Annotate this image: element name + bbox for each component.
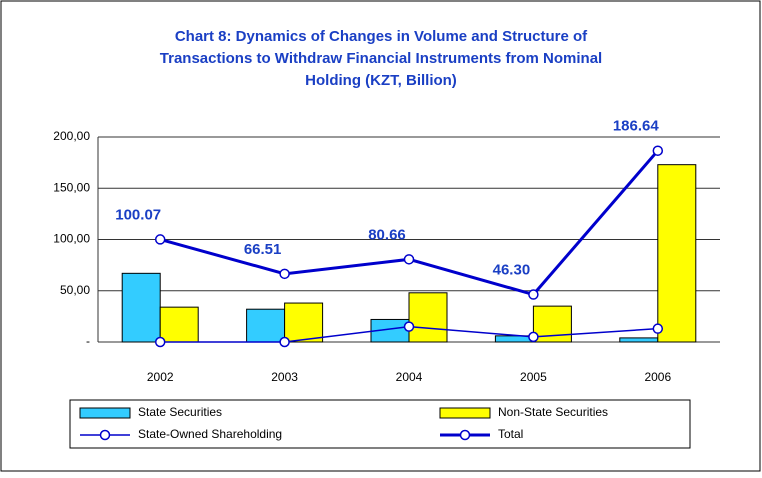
bar [619, 337, 659, 343]
chart-title: Holding (KZT, Billion) [305, 72, 457, 89]
legend-label: Total [498, 427, 523, 441]
bar [159, 306, 199, 343]
legend-swatch [439, 407, 491, 419]
point [528, 289, 539, 300]
x-tick-label: 2004 [396, 370, 423, 384]
legend-label: State Securities [138, 405, 222, 419]
chart-title: Chart 8: Dynamics of Changes in Volume a… [175, 28, 588, 45]
point [652, 323, 664, 334]
bar [408, 292, 448, 343]
x-tick-label: 2006 [644, 370, 671, 384]
point [154, 234, 166, 245]
x-tick-label: 2003 [271, 370, 298, 384]
value-label: 100.07 [115, 206, 161, 223]
point [652, 145, 664, 156]
y-tick-label: 200,00 [53, 129, 90, 143]
point [279, 268, 290, 280]
x-tick-label: 2002 [147, 370, 174, 384]
value-label: 80.66 [368, 226, 406, 243]
chart-title: Transactions to Withdraw Financial Instr… [160, 50, 602, 67]
bar [246, 308, 286, 343]
legend-box [69, 399, 691, 449]
point [279, 336, 290, 348]
x-tick-label: 2005 [520, 370, 547, 384]
value-label: 66.51 [244, 241, 282, 258]
legend-label: State-Owned Shareholding [138, 427, 282, 441]
point [403, 321, 415, 332]
bar [121, 272, 161, 343]
legend-marker [99, 429, 111, 441]
value-label: 46.30 [493, 262, 531, 279]
bar [284, 302, 324, 343]
legend-label: Non-State Securities [498, 405, 608, 419]
point [154, 336, 166, 348]
legend-swatch [79, 407, 131, 419]
y-tick-label: 100,00 [53, 232, 90, 246]
y-tick-label: - [86, 334, 90, 348]
value-label: 186.64 [613, 118, 660, 135]
bar [657, 164, 697, 343]
y-tick-label: 50,00 [60, 283, 90, 297]
point [528, 331, 539, 343]
point [403, 254, 415, 265]
legend-marker [459, 429, 471, 441]
y-tick-label: 150,00 [53, 180, 90, 194]
